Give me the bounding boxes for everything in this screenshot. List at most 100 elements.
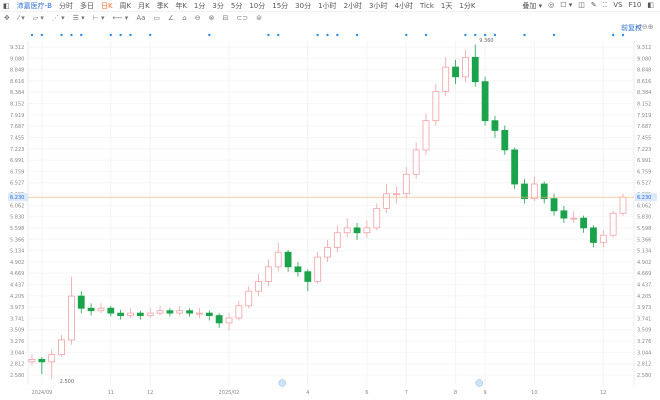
layout-icon[interactable]: ◧	[3, 1, 10, 10]
period-14[interactable]: 2小时	[343, 1, 363, 10]
y-tick-left: 7.223	[10, 147, 24, 153]
drawing-tool-14[interactable]: ⊂⊃	[236, 14, 249, 22]
drawing-tool-10[interactable]: ⌂	[182, 14, 187, 22]
drawing-tool-13[interactable]: ⊟	[222, 14, 229, 22]
low-price-label: 2.500	[60, 379, 74, 385]
drawing-tool-6[interactable]: ⟵ ▾	[112, 14, 129, 22]
y-tick-left: 9.312	[10, 45, 24, 51]
candle-body	[304, 271, 312, 282]
event-marker	[405, 33, 408, 37]
event-marker	[621, 33, 625, 37]
period-7[interactable]: 1分	[193, 1, 206, 10]
candle-body	[314, 256, 322, 282]
event-marker	[277, 33, 280, 37]
y-tick-left: 8.616	[10, 79, 24, 85]
toolbar-right-1[interactable]: ◎	[548, 1, 555, 9]
event-marker	[208, 33, 211, 37]
x-tick: 6	[365, 390, 368, 396]
period-18[interactable]: 1天	[440, 1, 453, 10]
event-marker	[464, 33, 467, 37]
y-tick-right: 6.991	[637, 158, 651, 164]
drawing-tool-12[interactable]: ⊗	[208, 14, 215, 22]
candle-body	[166, 310, 174, 314]
y-tick-left: 4.205	[10, 294, 24, 300]
candle-body	[491, 120, 499, 131]
period-17[interactable]: Tick	[419, 1, 434, 10]
y-tick-right: 8.384	[637, 90, 651, 96]
period-12[interactable]: 30分	[295, 1, 312, 10]
drawing-tool-7[interactable]: Aa	[136, 14, 146, 22]
y-tick-right: 5.134	[637, 249, 651, 255]
last-price-right: 6.230	[637, 195, 651, 201]
candle-body	[619, 196, 627, 214]
candle-body	[245, 290, 253, 307]
y-tick-right: 7.687	[637, 124, 651, 130]
drawing-tool-4[interactable]: ☰ ▾	[72, 14, 85, 22]
y-tick-right: 7.223	[637, 147, 651, 153]
period-19[interactable]: 1分K	[459, 1, 476, 10]
period-10[interactable]: 10分	[249, 1, 266, 10]
adjust-dropdown[interactable]: 前复权	[621, 24, 642, 32]
y-tick-right: 5.598	[637, 226, 651, 232]
candle-body	[599, 234, 607, 243]
drawing-tool-9[interactable]: ∠	[168, 14, 175, 22]
y-tick-left: 2.580	[10, 373, 24, 379]
y-tick-right: 8.616	[637, 79, 651, 85]
candle-body	[471, 56, 479, 83]
toolbar-right-6[interactable]: VS	[613, 1, 623, 9]
candle-body	[87, 307, 95, 312]
period-0[interactable]: 分时	[58, 1, 73, 10]
period-8[interactable]: 3分	[212, 1, 224, 10]
period-11[interactable]: 15分	[272, 1, 289, 10]
drawing-tool-8[interactable]: ▭	[153, 14, 161, 22]
toolbar-right-4[interactable]: ✎	[590, 1, 597, 9]
drawing-tool-5[interactable]: ⊢ ▾	[92, 14, 105, 22]
drawing-tool-0[interactable]: ✥	[4, 14, 10, 22]
y-tick-left: 9.080	[10, 56, 24, 62]
period-5[interactable]: 季K	[156, 1, 169, 10]
x-tick: 12	[600, 390, 606, 396]
y-tick-left: 7.919	[10, 113, 24, 119]
drawing-tool-15[interactable]: ⊜	[256, 14, 262, 22]
period-6[interactable]: 年K	[175, 1, 187, 10]
event-marker	[424, 33, 428, 37]
period-9[interactable]: 5分	[230, 1, 243, 10]
y-tick-left: 5.366	[10, 237, 24, 243]
period-3[interactable]: 周K	[119, 1, 132, 10]
drawing-tool-2[interactable]: ▱ ▾	[32, 14, 44, 22]
toolbar-right-5[interactable]: ⁚⁚	[602, 1, 608, 9]
period-1[interactable]: 多日	[79, 1, 94, 10]
candle-body	[255, 281, 262, 292]
period-4[interactable]: 月K	[138, 1, 150, 10]
drawing-toolbar: ✥ ⁄ ▾ ▱ ▾ ⋰ ▾ ☰ ▾ ⊢ ▾ ⟵ ▾ Aa ▭ ∠ ⌂ ⊖ ⊗ ⊟ ⊂⊃ ⊜	[4, 12, 262, 24]
drawing-tool-3[interactable]: ⋰ ▾	[51, 14, 65, 22]
y-tick-left: 7.455	[10, 135, 24, 141]
candle-body	[58, 339, 65, 355]
period-16[interactable]: 4小时	[394, 1, 413, 10]
y-tick-right: 2.812	[637, 362, 651, 368]
y-tick-left: 8.384	[10, 90, 24, 96]
period-13[interactable]: 1小时	[318, 1, 337, 10]
event-marker	[483, 33, 487, 37]
symbol-name[interactable]: 沛嘉医疗-B	[16, 1, 52, 10]
candle-body	[324, 246, 331, 258]
y-tick-right: 3.973	[637, 305, 651, 311]
toolbar-right-7[interactable]: F10	[628, 1, 642, 9]
toolbar-right-2[interactable]: ☐ ▾	[560, 1, 573, 9]
candle-body	[383, 193, 391, 209]
period-2[interactable]: 日K	[100, 1, 113, 10]
candle-body	[156, 310, 164, 314]
candle-body	[550, 198, 558, 212]
period-15[interactable]: 3小时	[369, 1, 388, 10]
event-marker	[611, 33, 615, 37]
high-price-label: 9.360	[479, 38, 493, 44]
drawing-tool-11[interactable]: ⊖	[194, 14, 201, 22]
candle-body	[77, 295, 85, 309]
toolbar-right-0[interactable]: 叠加 ▾	[522, 2, 543, 10]
toolbar-right-8[interactable]: ◧	[647, 1, 654, 9]
y-tick-left: 6.527	[10, 181, 24, 187]
candle-body	[186, 310, 194, 314]
toolbar-right-3[interactable]: ◫	[578, 1, 585, 9]
drawing-tool-1[interactable]: ⁄ ▾	[17, 14, 25, 22]
